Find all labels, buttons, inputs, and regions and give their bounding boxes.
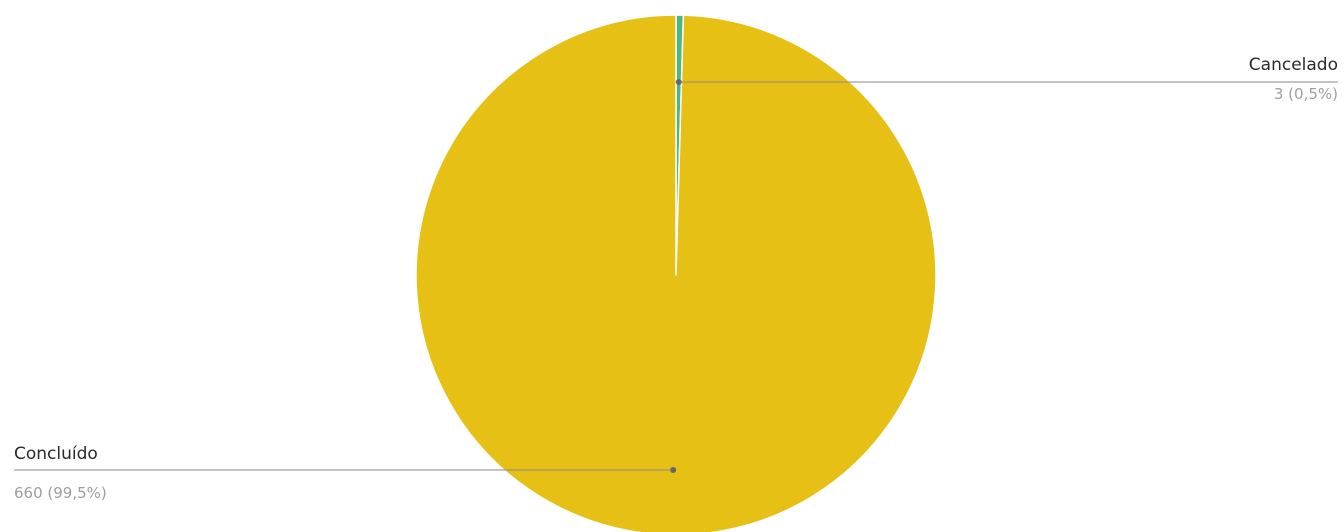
slice-value-cancelado: 3 (0,5%) <box>1274 85 1338 103</box>
leader-dot-concluido <box>670 467 677 473</box>
pie-slice-concluido <box>415 14 937 532</box>
leader-lines <box>14 79 1338 473</box>
pie-slices <box>415 14 937 532</box>
slice-label-concluido: Concluído <box>14 444 98 464</box>
slice-labels: Cancelado 3 (0,5%) Concluído 660 (99,5%) <box>14 55 1338 502</box>
slice-label-cancelado: Cancelado <box>1249 55 1338 75</box>
slice-value-concluido: 660 (99,5%) <box>14 484 107 502</box>
leader-dot-cancelado <box>675 79 682 85</box>
